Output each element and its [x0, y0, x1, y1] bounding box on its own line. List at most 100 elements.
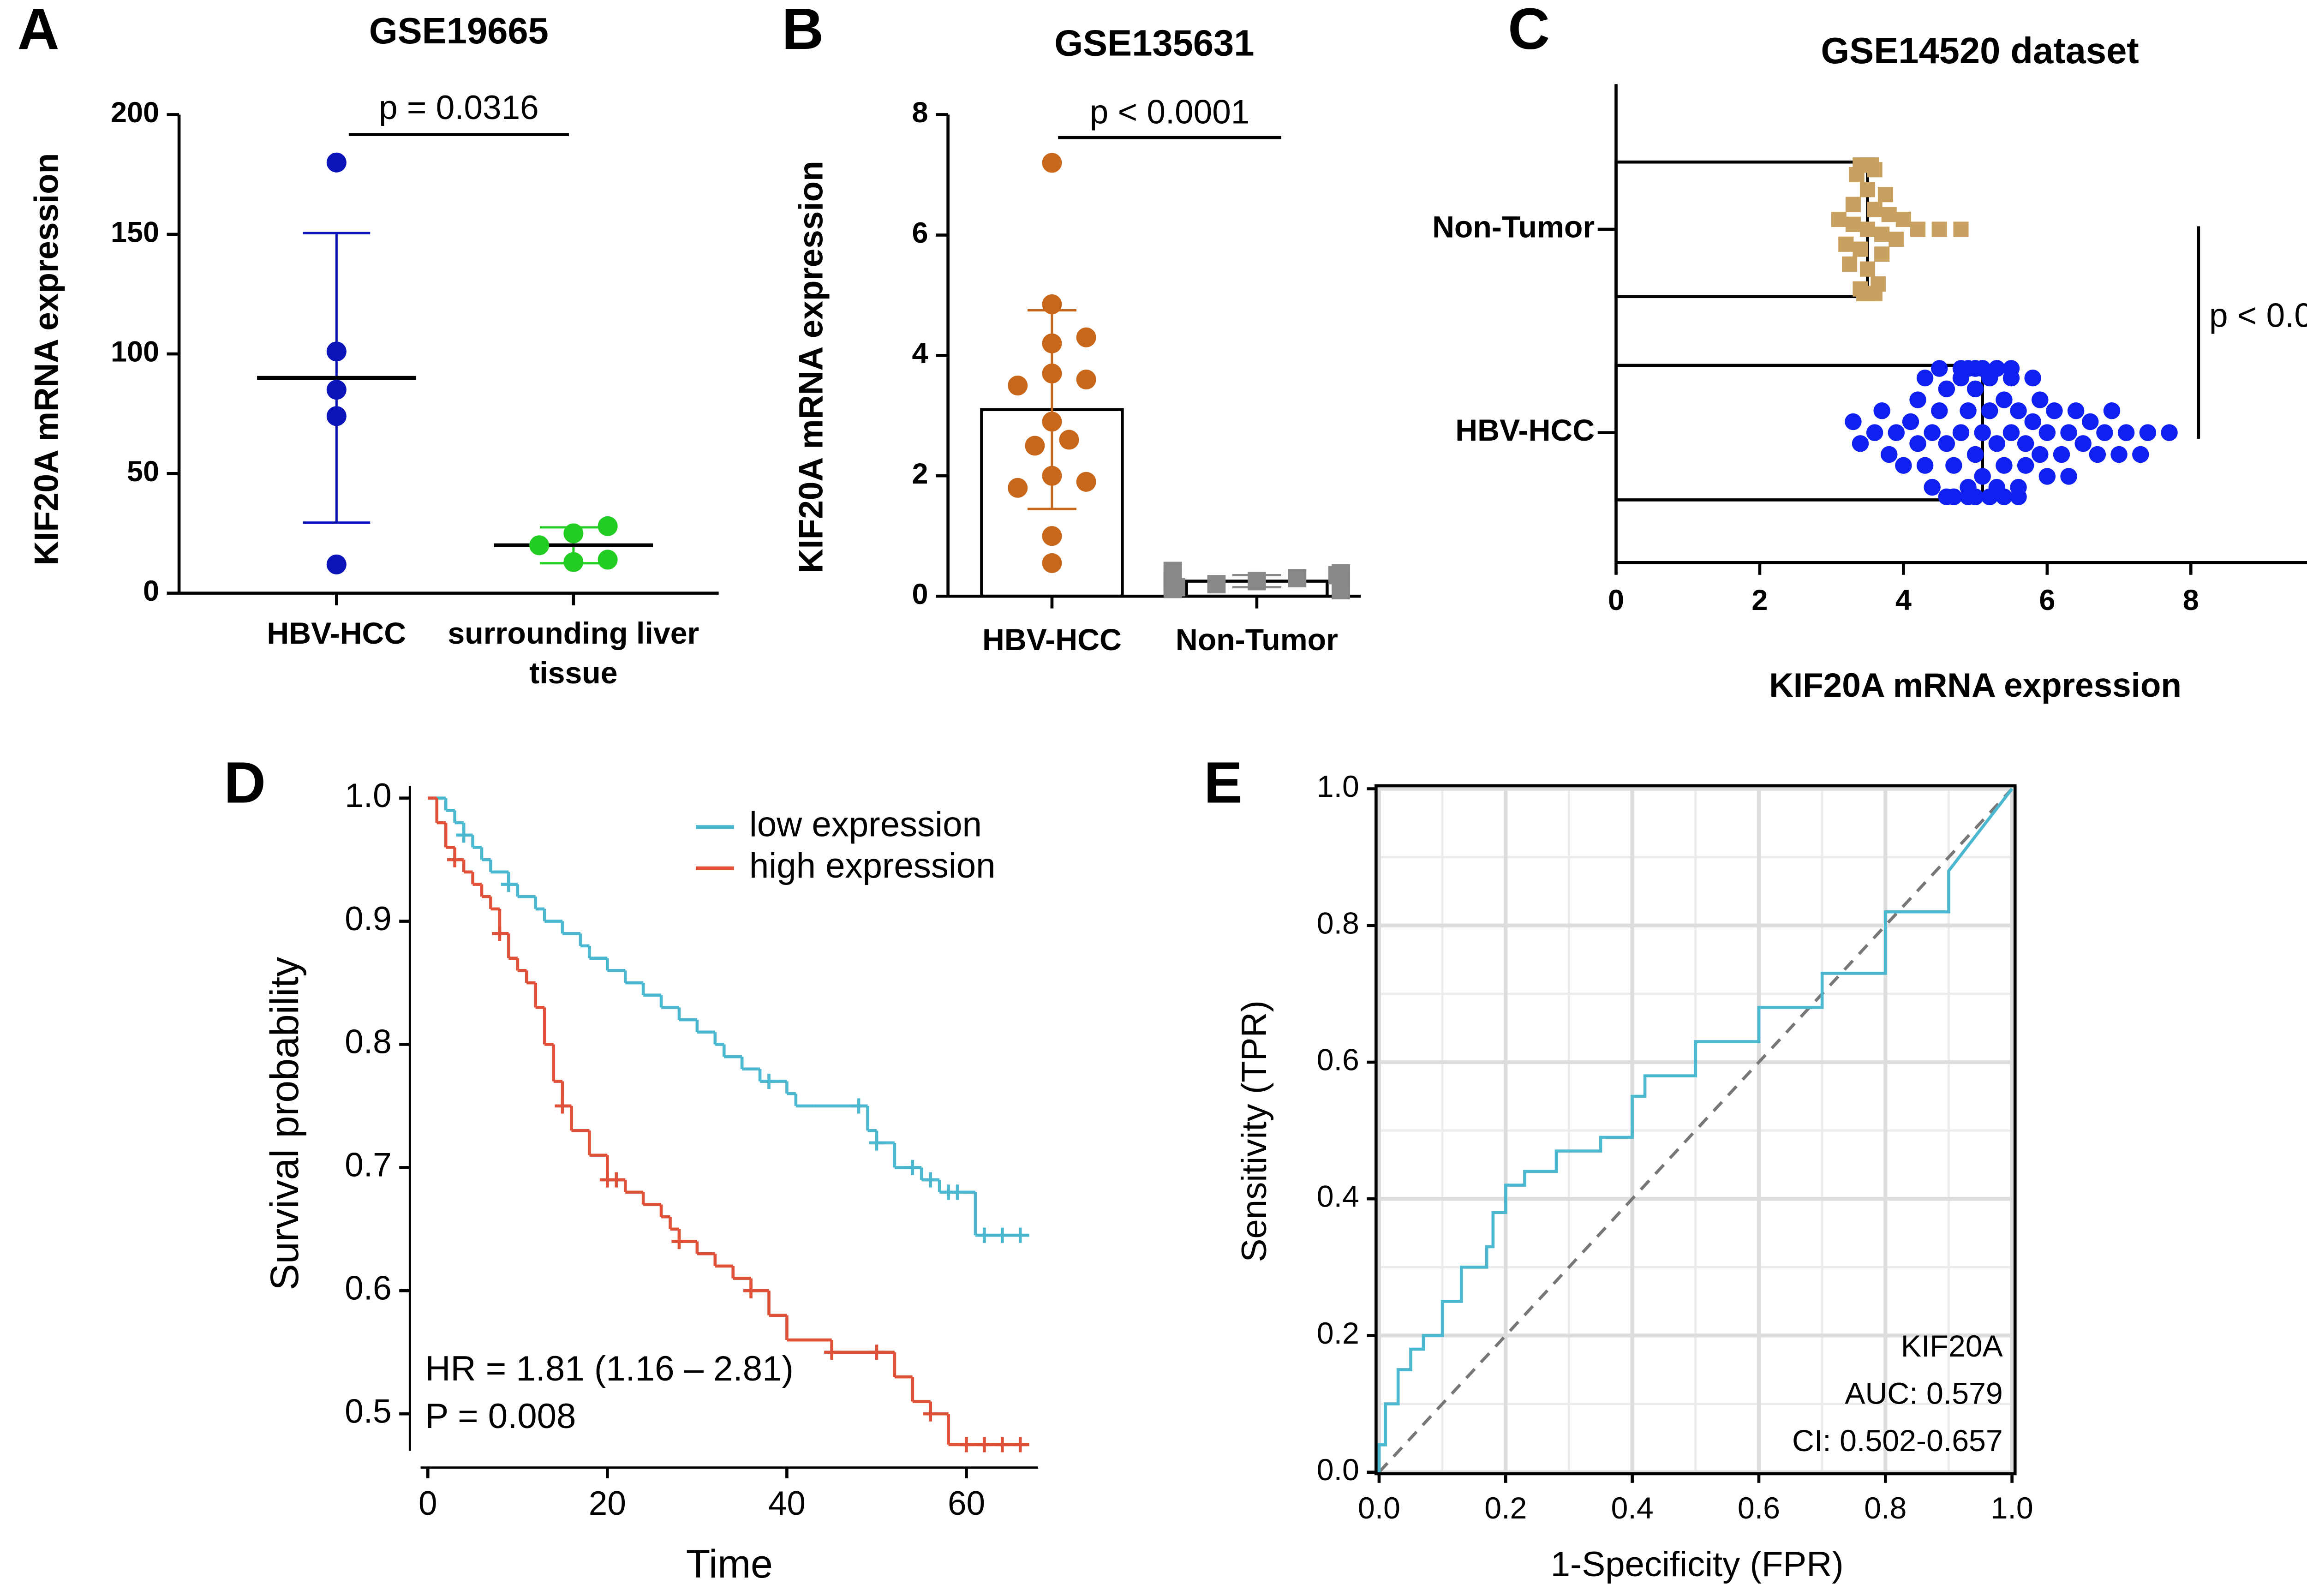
point — [2089, 446, 2106, 463]
censor-mark — [456, 827, 472, 843]
point — [1831, 211, 1847, 227]
y-axis-label: KIF20A mRNA expression — [792, 161, 830, 573]
point — [1966, 488, 1984, 506]
censor-mark — [1012, 1227, 1028, 1243]
chart-title: GSE135631 — [1054, 22, 1254, 63]
x-tick-label: 1.0 — [1991, 1491, 2033, 1525]
point — [1953, 221, 1969, 237]
y-tick-label: 200 — [111, 96, 159, 129]
point — [2074, 435, 2092, 452]
point — [1042, 294, 1062, 314]
x-axis-label: Time — [686, 1542, 773, 1586]
x-tick-label: 0 — [418, 1485, 437, 1522]
point — [1042, 412, 1062, 432]
roc-curve — [1377, 788, 2014, 1472]
panel-letter: A — [18, 0, 60, 61]
point — [1996, 457, 2013, 474]
y-tick-label: HBV-HCC — [1455, 413, 1595, 448]
point — [2038, 424, 2056, 441]
annotation: AUC: 0.579 — [1845, 1376, 2002, 1411]
point — [2096, 424, 2113, 441]
point — [1909, 391, 1926, 408]
point — [1867, 286, 1883, 301]
x-tick-label: 0 — [1608, 584, 1624, 616]
x-tick-label: 0.2 — [1484, 1491, 1527, 1525]
point — [2117, 424, 2135, 441]
point — [1974, 468, 1991, 485]
point — [1895, 457, 1912, 474]
x-tick-label-box: HBV-HCC — [267, 618, 406, 652]
censor-mark — [501, 876, 516, 892]
point — [1924, 424, 1941, 441]
point — [1248, 572, 1266, 591]
point — [2010, 402, 2027, 419]
panel-letter: B — [782, 0, 824, 61]
point — [1207, 575, 1226, 593]
point — [1845, 413, 1862, 430]
point — [1902, 413, 1919, 430]
y-tick-label: 0.6 — [345, 1270, 391, 1307]
point — [1873, 402, 1890, 419]
point — [1859, 221, 1876, 237]
legend-label: high expression — [749, 846, 996, 885]
panel-letter: E — [1204, 750, 1243, 815]
censor-mark — [492, 926, 508, 941]
y-tick-label: 2 — [912, 458, 928, 490]
point — [2024, 369, 2041, 387]
x-tick-label: 6 — [2039, 584, 2055, 616]
point — [1931, 402, 1948, 419]
point — [1924, 478, 1941, 496]
point — [2010, 488, 2027, 506]
point — [326, 152, 347, 173]
x-axis-label: KIF20A mRNA expression — [1769, 667, 2181, 704]
point — [1076, 472, 1096, 492]
point — [1981, 402, 1998, 419]
x-tick-label: 0.0 — [1358, 1491, 1400, 1525]
x-tick-label: HBV-HCC — [982, 623, 1122, 657]
point — [1853, 241, 1868, 257]
annotation: p < 0.0001 — [2209, 297, 2307, 334]
y-tick-label: 50 — [127, 455, 159, 488]
censor-mark — [994, 1227, 1010, 1243]
point — [598, 516, 618, 536]
point — [1874, 246, 1890, 262]
bar — [1614, 160, 1869, 299]
censor-mark — [869, 1135, 885, 1151]
point — [2017, 457, 2034, 474]
point — [1845, 216, 1861, 232]
censor-mark — [851, 1098, 867, 1114]
point — [2024, 413, 2041, 430]
y-tick-label: 6 — [912, 217, 928, 249]
point — [1881, 446, 1898, 463]
x-tick-label: 8 — [2183, 584, 2199, 616]
point — [326, 406, 347, 426]
point — [1008, 478, 1028, 498]
point — [1852, 435, 1869, 452]
annotation: p = 0.0316 — [379, 89, 538, 126]
reference-line — [1378, 788, 2014, 1473]
annotation: p < 0.0001 — [1090, 94, 1249, 131]
y-tick-label: 0.8 — [1317, 906, 1359, 940]
point — [1996, 391, 2013, 408]
point — [1916, 369, 1934, 387]
point — [1910, 221, 1926, 237]
x-tick-label: 20 — [589, 1485, 626, 1522]
censor-mark — [555, 1098, 570, 1114]
point — [1945, 457, 1962, 474]
point — [1931, 360, 1948, 377]
x-tick-label: 0.8 — [1864, 1491, 1907, 1525]
point — [1859, 182, 1876, 197]
point — [2082, 413, 2099, 430]
censor-mark — [976, 1227, 992, 1243]
point — [1288, 569, 1307, 587]
x-tick-label: 40 — [768, 1485, 806, 1522]
point — [1859, 261, 1876, 277]
x-tick-label-box: surrounding liver tissue — [448, 618, 699, 691]
point — [2032, 446, 2049, 463]
censor-mark — [671, 1233, 687, 1249]
point — [1042, 466, 1062, 486]
plot-frame — [1375, 784, 2017, 1476]
point — [1931, 221, 1947, 237]
chart-title: GSE19665 — [369, 10, 549, 51]
censor-mark — [761, 1073, 777, 1089]
